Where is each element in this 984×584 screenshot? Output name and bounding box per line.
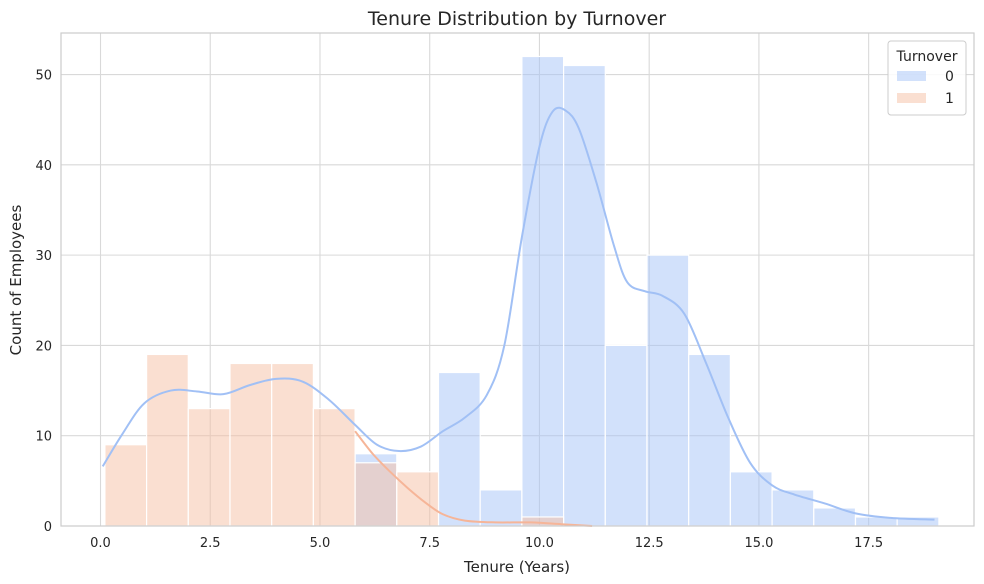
series-1-bar [145,353,189,527]
x-tick-label: 15.0 [744,536,773,551]
legend-title: Turnover [896,49,958,65]
y-tick-label: 10 [35,430,52,445]
x-tick-label: 12.5 [635,536,664,551]
legend-label-0: 0 [945,69,954,85]
y-tick-label: 30 [35,249,52,264]
series-1-bar [187,408,231,527]
y-tick-label: 40 [35,159,52,174]
series-1-bar [312,408,356,527]
series-0-bar [562,64,606,527]
series-0-kde-line [101,106,935,521]
series-0-bar [479,489,523,527]
series-0-bar [521,55,565,527]
y-axis-title: Count of Employees [7,204,25,355]
series-1-bar [229,362,273,527]
x-tick-label: 2.5 [200,536,221,551]
series-0-bar [604,344,648,527]
x-tick-label: 10.0 [525,536,554,551]
plot-frame [60,32,975,527]
y-tick-label: 20 [35,339,52,354]
series-0-bar [688,353,731,527]
y-tick-label: 50 [35,69,52,84]
series-0-bar [771,489,815,527]
series-1-bar [104,444,148,527]
legend: Turnover 0 1 [887,40,967,116]
y-tick-label: 0 [44,520,52,535]
series-1-bar [271,362,314,527]
x-tick-label: 7.5 [419,536,440,551]
chart-title: Tenure Distribution by Turnover [367,8,666,30]
legend-label-1: 1 [945,91,954,107]
series-1-bar [396,471,440,527]
series-0-bar [646,254,690,527]
legend-swatch-1 [897,93,926,103]
x-tick-label: 5.0 [310,536,331,551]
series-1-kde-line [354,430,593,527]
series-0-bar [437,371,481,527]
tick-labels: 0.0 2.5 5.0 7.5 10.0 12.5 15.0 17.5 0 10 20 30 40 50 [35,69,883,551]
series-0-bars [354,55,940,527]
legend-swatch-0 [897,71,926,81]
x-tick-label: 0.0 [90,536,111,551]
kde-curves [101,106,935,527]
x-axis-title: Tenure (Years) [463,558,570,576]
series-0-bar [813,507,857,527]
x-tick-label: 17.5 [854,536,883,551]
series-1-bars [104,353,565,527]
